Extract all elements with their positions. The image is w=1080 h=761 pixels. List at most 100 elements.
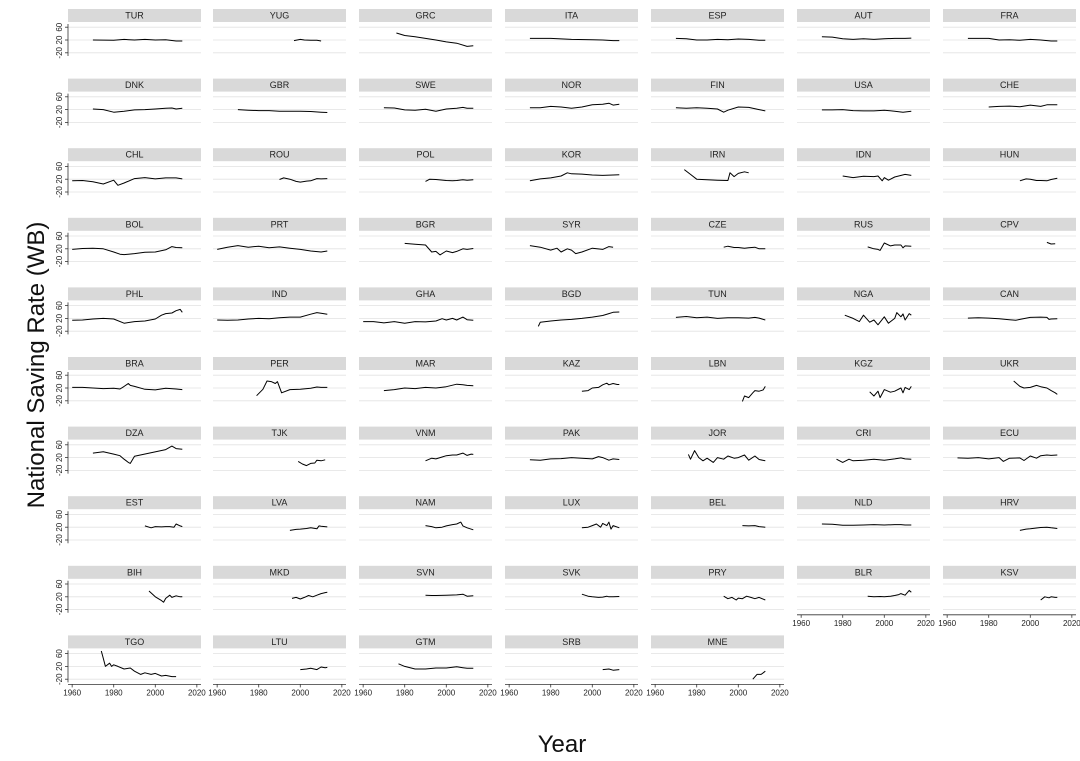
panel-strip [943,9,1076,22]
y-axis-title: National Saving Rate (WB) [23,222,50,509]
panel-srb: SRB 1960 1980 2000 2020 [500,635,643,697]
panel-title: UKR [1000,359,1020,369]
series-line-chl [72,177,183,186]
series-line-grc [396,32,474,47]
panel-cri: CRI [797,426,930,471]
panel-title: ITA [565,11,578,21]
y-tick-label: -20 [55,464,64,476]
series-line-mne [752,670,766,680]
series-line-lux [581,521,620,530]
panel-strip [68,287,201,301]
x-axis-title: Year [538,731,587,758]
x-tick-label: 2020 [1063,619,1080,628]
panel-strip [359,9,492,22]
panel-strip [505,78,638,92]
panel-strip [797,148,930,162]
panel-kor: KOR [505,148,638,193]
panel-strip [943,357,1076,370]
panel-title: GHA [416,289,436,299]
panel-strip [505,565,638,579]
y-tick-label: -20 [55,255,64,267]
panel-strip [68,148,201,162]
panel-che: CHE [943,78,1076,123]
panel-title: IDN [856,150,872,160]
y-tick-label: 20 [55,174,64,183]
x-tick-label: 2020 [625,688,643,697]
panel-title: BLR [855,567,873,577]
panel-esp: ESP [651,9,784,54]
x-tick-label: 1980 [834,619,852,628]
x-tick-label: 2020 [771,688,789,697]
series-line-irn [683,169,749,181]
panel-strip [68,357,201,370]
panel-title: VNM [416,428,436,438]
panel-title: SVK [562,567,580,577]
panel-title: GBR [270,80,290,90]
panel-title: MNE [708,637,728,647]
panel-svk: SVK [505,565,638,610]
panel-strip [213,9,346,22]
panel-strip [505,9,638,22]
panel-ecu: ECU [943,426,1076,471]
y-tick-label: 20 [55,522,64,531]
panel-phl: PHL -20 20 60 [55,287,201,337]
panel-title: NGA [854,289,874,299]
x-tick-label: 1980 [105,688,123,697]
panel-strip [359,496,492,510]
panel-lbn: LBN [651,357,784,402]
panel-strip [505,357,638,370]
panel-est: EST -20 20 60 [55,496,201,546]
panel-pol: POL [359,148,492,193]
panel-dnk: DNK -20 20 60 [55,78,201,128]
panel-strip [797,565,930,579]
panel-title: MAR [416,359,437,369]
x-tick-label: 2000 [875,619,893,628]
panel-title: GTM [416,637,436,647]
series-line-tgo [100,650,177,678]
panel-title: DNK [125,80,144,90]
panel-strip [68,9,201,22]
panel-strip [359,148,492,162]
series-line-can [967,316,1058,321]
series-line-mar [383,383,474,392]
series-line-bol [72,246,183,256]
panel-title: CPV [1000,219,1019,229]
panel-strip [943,565,1076,579]
series-line-vnm [425,452,474,462]
x-tick-label: 1960 [500,688,518,697]
x-tick-label: 2000 [291,688,309,697]
series-line-jor [687,450,766,463]
panel-cpv: CPV [943,217,1076,263]
panel-dza: DZA -20 20 60 [55,426,201,476]
panel-title: KOR [562,150,582,160]
panel-gha: GHA [359,287,492,332]
panel-strip [68,426,201,440]
series-line-lva [289,525,328,531]
panel-title: ROU [270,150,290,160]
panel-irn: IRN [651,148,784,193]
panel-title: PER [270,359,289,369]
series-line-nam [425,521,474,531]
panel-gtm: GTM 1960 1980 2000 2020 [354,635,497,697]
panel-title: LUX [563,498,581,508]
panel-title: ECU [1000,428,1019,438]
panel-tun: TUN [651,287,784,332]
y-tick-label: -20 [55,673,64,685]
series-line-pry [723,595,766,601]
panel-title: BOL [125,219,143,229]
panel-hun: HUN [943,148,1076,193]
panel-per: PER [213,357,346,402]
panel-title: TUN [708,289,727,299]
panel-jor: JOR [651,426,784,471]
panel-strip [505,287,638,301]
panel-strip [68,565,201,579]
panel-title: DZA [126,428,144,438]
panel-title: KAZ [563,359,581,369]
panel-strip [359,78,492,92]
y-tick-label: 20 [55,105,64,114]
panel-strip [213,565,346,579]
panel-strip [651,148,784,162]
series-line-dnk [92,107,183,113]
panel-nor: NOR [505,78,638,123]
panel-title: CHE [1000,80,1019,90]
